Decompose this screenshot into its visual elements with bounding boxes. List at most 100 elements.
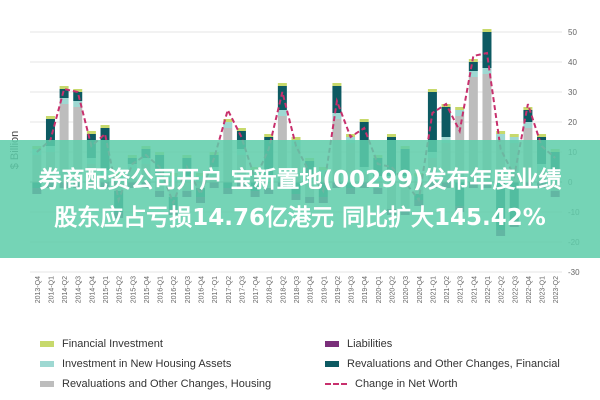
bar-segment [455, 107, 465, 110]
x-tick-label: 2020-Q2 [389, 276, 396, 303]
legend-swatch [325, 383, 347, 385]
bar-segment [455, 110, 465, 116]
x-tick-label: 2022-Q2 [499, 276, 506, 303]
x-tick-label: 2021-Q1 [430, 276, 437, 303]
x-tick-label: 2014-Q3 [76, 276, 83, 303]
bar-segment [482, 68, 492, 74]
bar-segment [223, 122, 233, 128]
x-tick-label: 2016-Q1 [158, 276, 165, 303]
bar-segment [468, 62, 478, 71]
legend-swatch [40, 361, 54, 367]
bar-segment [73, 101, 83, 107]
legend-swatch [40, 341, 54, 347]
legend-swatch [325, 361, 339, 367]
bar-segment [291, 137, 301, 140]
bar-segment [441, 107, 451, 137]
y-tick-label: -30 [568, 268, 580, 277]
headline-banner: 券商配资公司开户 宝新置地(00299)发布年度业绩 股东应占亏损14.76亿港… [0, 140, 600, 258]
legend-item: Revaluations and Other Changes, Financia… [325, 355, 560, 373]
x-tick-label: 2020-Q3 [403, 276, 410, 303]
x-tick-label: 2019-Q2 [335, 276, 342, 303]
bar-segment [523, 107, 533, 110]
bar-segment [86, 131, 96, 134]
x-tick-label: 2017-Q1 [212, 276, 219, 303]
y-tick-label: 40 [568, 58, 577, 67]
legend-item: Change in Net Worth [325, 375, 458, 393]
x-tick-label: 2023-Q1 [540, 276, 547, 303]
bar-segment [482, 74, 492, 182]
bar-segment [523, 110, 533, 122]
x-tick-label: 2018-Q3 [294, 276, 301, 303]
legend-swatch [325, 341, 339, 347]
bar-segment [427, 92, 437, 152]
legend-label: Liabilities [347, 338, 393, 350]
legend-item: Financial Investment [40, 335, 163, 353]
x-tick-label: 2016-Q4 [199, 276, 206, 303]
bar-segment [468, 71, 478, 77]
y-tick-label: 30 [568, 88, 577, 97]
legend-label: Revaluations and Other Changes, Housing [62, 378, 272, 390]
x-tick-label: 2015-Q3 [130, 276, 137, 303]
x-tick-labels: 2013-Q4 2014-Q1 2014-Q2 2014-Q3 2014-Q4 2015-… [35, 276, 560, 303]
y-tick-label: 50 [568, 28, 577, 37]
bar-segment [45, 116, 55, 119]
x-tick-label: 2015-Q4 [144, 276, 151, 303]
x-tick-label: 2020-Q1 [376, 276, 383, 303]
x-tick-label: 2013-Q4 [35, 276, 42, 303]
bar-segment [332, 113, 342, 119]
bar-segment [496, 131, 506, 134]
legend-label: Financial Investment [62, 338, 163, 350]
x-tick-label: 2014-Q2 [62, 276, 69, 303]
x-tick-label: 2021-Q4 [471, 276, 478, 303]
legend-label: Revaluations and Other Changes, Financia… [347, 358, 560, 370]
bar-segment [45, 119, 55, 146]
legend-item: Revaluations and Other Changes, Housing [40, 375, 271, 393]
bar-segment [509, 134, 519, 137]
bar-segment [386, 134, 396, 137]
bar-segment [73, 92, 83, 101]
x-tick-label: 2020-Q4 [417, 276, 424, 303]
x-tick-label: 2021-Q3 [458, 276, 465, 303]
x-tick-label: 2014-Q4 [89, 276, 96, 303]
x-tick-label: 2019-Q4 [362, 276, 369, 303]
bar-segment [264, 134, 274, 137]
x-tick-label: 2019-Q3 [349, 276, 356, 303]
bar-segment [73, 89, 83, 92]
x-tick-label: 2019-Q1 [321, 276, 328, 303]
legend-item: Investment in New Housing Assets [40, 355, 231, 373]
legend: Financial Investment Liabilities Investmen… [0, 330, 600, 400]
x-tick-label: 2022-Q3 [512, 276, 519, 303]
bar-segment [277, 86, 287, 110]
bar-segment [496, 134, 506, 140]
headline-line-2: 股东应占亏损14.76亿港元 同比扩大145.42% [54, 205, 546, 231]
x-tick-label: 2022-Q4 [526, 276, 533, 303]
bar-segment [59, 86, 69, 89]
x-tick-label: 2018-Q4 [308, 276, 315, 303]
x-tick-label: 2015-Q2 [117, 276, 124, 303]
x-tick-label: 2017-Q3 [239, 276, 246, 303]
x-tick-label: 2021-Q2 [444, 276, 451, 303]
bar-segment [523, 122, 533, 128]
legend-label: Change in Net Worth [355, 378, 458, 390]
x-tick-label: 2017-Q2 [226, 276, 233, 303]
legend-item: Liabilities [325, 335, 392, 353]
x-tick-label: 2023-Q2 [553, 276, 560, 303]
y-tick-label: 20 [568, 118, 577, 127]
bar-segment [359, 119, 369, 122]
x-tick-label: 2018-Q2 [280, 276, 287, 303]
headline-line-1: 券商配资公司开户 宝新置地(00299)发布年度业绩 [38, 167, 562, 193]
x-tick-label: 2014-Q1 [48, 276, 55, 303]
bar-segment [223, 119, 233, 122]
x-tick-label: 2015-Q1 [103, 276, 110, 303]
bar-segment [468, 77, 478, 182]
x-tick-label: 2018-Q1 [267, 276, 274, 303]
bar-segment [332, 83, 342, 86]
bar-segment [59, 98, 69, 104]
legend-label: Investment in New Housing Assets [62, 358, 232, 370]
x-tick-label: 2022-Q1 [485, 276, 492, 303]
bar-segment [277, 110, 287, 116]
bar-segment [482, 32, 492, 68]
x-tick-label: 2016-Q2 [171, 276, 178, 303]
bar-segment [59, 89, 69, 98]
bar-segment [482, 29, 492, 32]
